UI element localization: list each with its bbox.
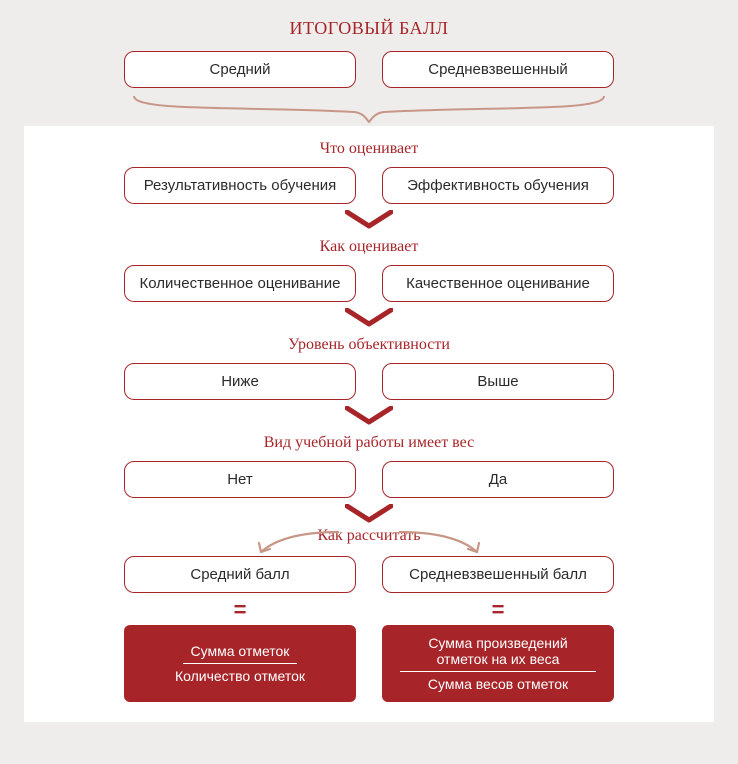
calc-col-left: Средний балл = Сумма отметок Количество … bbox=[124, 556, 356, 702]
equals-right: = bbox=[492, 597, 505, 623]
section-row-3: Нет Да bbox=[24, 461, 714, 498]
chevron-2 bbox=[24, 406, 714, 426]
chevron-3 bbox=[24, 504, 714, 524]
pill-3-left: Нет bbox=[124, 461, 356, 498]
main-title: ИТОГОВЫЙ БАЛЛ bbox=[0, 18, 738, 39]
section-heading-3: Вид учебной работы имеет вес bbox=[24, 434, 714, 452]
brace-connector bbox=[0, 94, 738, 124]
formula-left: Сумма отметок Количество отметок bbox=[124, 625, 356, 702]
pill-3-right: Да bbox=[382, 461, 614, 498]
section-heading-2: Уровень объективности bbox=[24, 336, 714, 354]
pill-1-right: Качественное оценивание bbox=[382, 265, 614, 302]
option-weighted: Средневзвешенный bbox=[382, 51, 614, 88]
pill-2-left: Ниже bbox=[124, 363, 356, 400]
white-panel: Что оценивает Результативность обучения … bbox=[24, 126, 714, 722]
calc-row: Средний балл = Сумма отметок Количество … bbox=[24, 556, 714, 702]
section-row-2: Ниже Выше bbox=[24, 363, 714, 400]
calc-label-left: Средний балл bbox=[124, 556, 356, 593]
formula-right-num: Сумма произведений отметок на их веса bbox=[400, 635, 596, 672]
top-options-row: Средний Средневзвешенный bbox=[0, 51, 738, 88]
section-heading-1: Как оценивает bbox=[24, 238, 714, 256]
equals-left: = bbox=[234, 597, 247, 623]
chevron-0 bbox=[24, 210, 714, 230]
formula-left-den: Количество отметок bbox=[175, 668, 305, 684]
calc-heading-text: Как рассчитать bbox=[317, 527, 420, 544]
formula-right: Сумма произведений отметок на их веса Су… bbox=[382, 625, 614, 702]
section-heading-0: Что оценивает bbox=[24, 140, 714, 158]
option-average: Средний bbox=[124, 51, 356, 88]
calc-label-right: Средневзвешенный балл bbox=[382, 556, 614, 593]
formula-left-num: Сумма отметок bbox=[183, 643, 298, 664]
calc-col-right: Средневзвешенный балл = Сумма произведен… bbox=[382, 556, 614, 702]
split-arrows: Как рассчитать bbox=[24, 526, 714, 560]
formula-right-den: Сумма весов отметок bbox=[428, 676, 568, 692]
section-row-1: Количественное оценивание Качественное о… bbox=[24, 265, 714, 302]
pill-1-left: Количественное оценивание bbox=[124, 265, 356, 302]
pill-0-right: Эффективность обучения bbox=[382, 167, 614, 204]
flowchart: ИТОГОВЫЙ БАЛЛ Средний Средневзвешенный Ч… bbox=[0, 0, 738, 722]
chevron-1 bbox=[24, 308, 714, 328]
pill-2-right: Выше bbox=[382, 363, 614, 400]
pill-0-left: Результативность обучения bbox=[124, 167, 356, 204]
section-row-0: Результативность обучения Эффективность … bbox=[24, 167, 714, 204]
